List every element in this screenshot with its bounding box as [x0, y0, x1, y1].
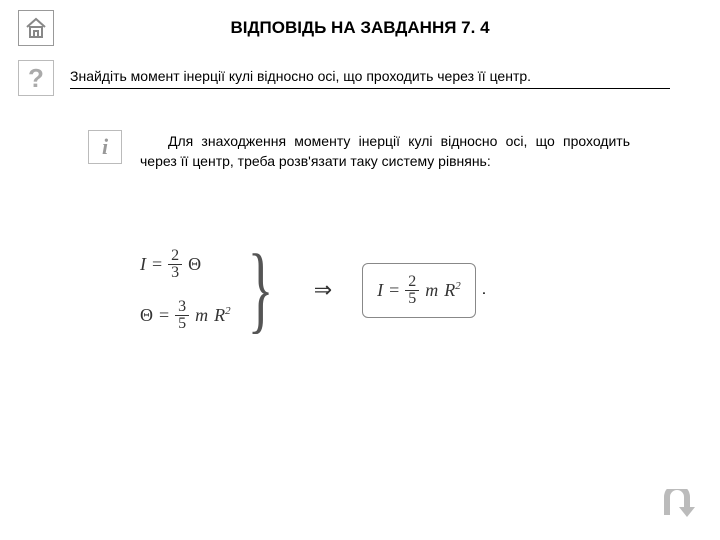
- body-content: Для знаходження моменту інерції кулі від…: [140, 133, 630, 169]
- res-den: 5: [405, 291, 419, 307]
- brace-icon: }: [247, 248, 273, 331]
- arrow-icon: ⇒: [314, 277, 332, 303]
- eq1-lhs: I: [140, 254, 146, 275]
- page-title: ВІДПОВІДЬ НА ЗАВДАННЯ 7. 4: [0, 18, 720, 38]
- result-box: I = 2 5 mR2: [362, 263, 476, 318]
- eq2-R: R2: [214, 305, 231, 326]
- eq2-fraction: 3 5: [175, 299, 189, 332]
- question-mark-icon: ?: [28, 63, 44, 94]
- equation-system: I = 2 3 Θ Θ = 3 5 mR2: [140, 248, 231, 332]
- equation-row-1: I = 2 3 Θ: [140, 248, 231, 281]
- res-equals: =: [389, 280, 399, 301]
- eq1-equals: =: [152, 254, 162, 275]
- eq1-rhs: Θ: [188, 254, 201, 275]
- info-icon: i: [102, 134, 108, 160]
- eq2-lhs: Θ: [140, 305, 153, 326]
- res-R: R2: [444, 280, 461, 301]
- question-icon-box: ?: [18, 60, 54, 96]
- eq2-equals: =: [159, 305, 169, 326]
- res-m: m: [425, 280, 438, 301]
- return-icon: [655, 489, 695, 523]
- equation-row-2: Θ = 3 5 mR2: [140, 299, 231, 332]
- eq2-R-letter: R: [214, 305, 225, 325]
- equation-block: I = 2 3 Θ Θ = 3 5 mR2 } ⇒ I = 2 5 mR2 .: [140, 230, 620, 350]
- res-num: 2: [405, 274, 419, 291]
- eq2-num: 3: [175, 299, 189, 316]
- eq2-den: 5: [175, 316, 189, 332]
- eq1-den: 3: [168, 265, 182, 281]
- eq1-num: 2: [168, 248, 182, 265]
- res-fraction: 2 5: [405, 274, 419, 307]
- info-icon-box: i: [88, 130, 122, 164]
- body-text: Для знаходження моменту інерції кулі від…: [140, 132, 630, 171]
- question-text: Знайдіть момент інерції кулі відносно ос…: [70, 68, 670, 89]
- eq2-sup: 2: [225, 305, 231, 317]
- res-R-letter: R: [444, 280, 455, 300]
- eq2-m: m: [195, 305, 208, 326]
- back-button[interactable]: [652, 486, 698, 526]
- res-lhs: I: [377, 280, 383, 301]
- res-sup: 2: [455, 280, 461, 292]
- period: .: [482, 281, 486, 299]
- eq1-fraction: 2 3: [168, 248, 182, 281]
